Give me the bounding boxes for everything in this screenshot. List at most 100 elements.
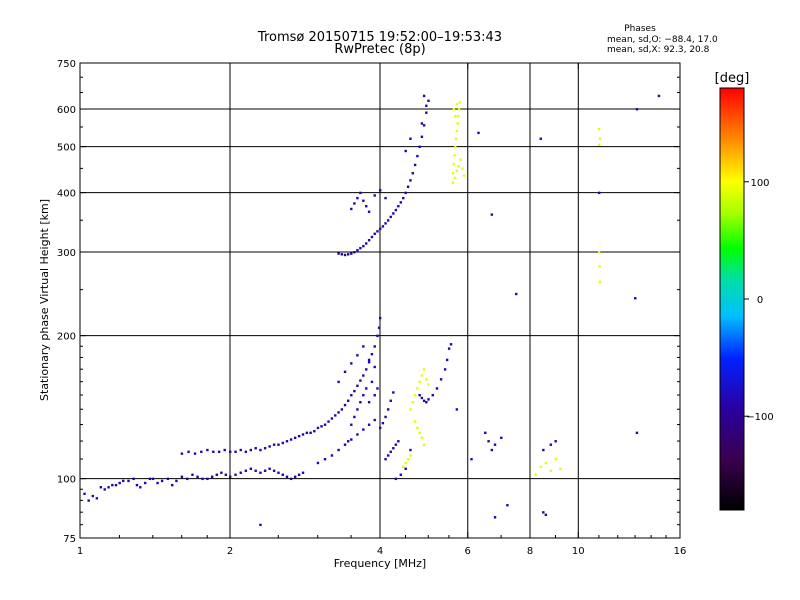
data-point-o (305, 431, 309, 435)
data-point-o (330, 454, 334, 457)
data-point-x (451, 181, 455, 185)
data-point-o (367, 210, 371, 213)
data-point-o (373, 345, 376, 348)
data-point-o (367, 423, 371, 426)
data-point-o (379, 316, 382, 320)
data-point-o (379, 426, 382, 430)
data-point-x (549, 469, 553, 472)
colorbar-ticks: 100 0 −100 (744, 178, 774, 423)
data-point-x (406, 457, 410, 461)
data-point-o (373, 232, 376, 236)
data-point-o (254, 469, 257, 472)
data-point-o (362, 345, 365, 348)
data-point-o (379, 189, 382, 192)
data-point-o (343, 370, 347, 374)
data-point-o (394, 477, 398, 481)
data-point-o (356, 196, 359, 200)
data-point-o (447, 347, 451, 350)
data-point-x (597, 143, 601, 146)
data-point-o (353, 251, 356, 254)
data-point-o (356, 433, 359, 436)
data-point-o (350, 207, 353, 211)
data-point-o (493, 443, 497, 446)
data-point-x (416, 426, 419, 430)
data-point-x (427, 383, 430, 386)
data-point-o (635, 431, 639, 435)
data-point-x (418, 380, 421, 384)
y-tick-label: 100 (57, 475, 76, 486)
data-point-o (95, 497, 99, 500)
data-point-o (320, 425, 323, 428)
data-point-x (559, 467, 562, 470)
data-point-o (343, 443, 347, 446)
data-point-o (272, 443, 276, 446)
data-point-o (337, 448, 340, 452)
data-point-x (409, 454, 412, 457)
data-point-o (111, 483, 114, 487)
data-point-x (452, 162, 455, 166)
data-point-o (122, 479, 125, 483)
data-point-x (459, 158, 462, 161)
data-point-x (411, 401, 414, 404)
data-point-x (402, 465, 405, 469)
data-point-o (404, 191, 407, 195)
data-point-o (359, 246, 362, 250)
data-point-o (234, 473, 237, 476)
data-point-o (420, 122, 424, 125)
data-point-o (362, 244, 365, 248)
data-point-o (367, 401, 371, 404)
data-point-x (455, 102, 459, 106)
data-point-o (254, 447, 257, 450)
data-point-o (422, 124, 426, 127)
data-point-o (376, 334, 379, 338)
data-point-o (330, 417, 334, 420)
data-point-o (309, 431, 312, 435)
data-point-o (337, 411, 340, 414)
data-point-o (394, 443, 398, 446)
data-point-o (139, 486, 142, 489)
data-point-x (425, 378, 428, 381)
data-point-o (118, 481, 121, 485)
data-point-o (484, 431, 487, 435)
data-point-o (500, 436, 503, 440)
data-point-o (340, 253, 344, 256)
data-point-o (418, 394, 421, 397)
data-point-o (367, 239, 371, 242)
data-point-o (171, 483, 174, 487)
data-point-o (160, 479, 164, 483)
data-point-o (406, 185, 410, 188)
data-point-o (381, 225, 385, 228)
data-point-x (454, 145, 457, 149)
data-point-o (224, 473, 228, 476)
data-point-o (409, 179, 412, 182)
data-point-o (470, 457, 473, 461)
data-point-o (420, 135, 424, 138)
data-point-o (263, 447, 267, 450)
data-point-x (454, 115, 457, 118)
data-point-o (399, 473, 403, 476)
data-point-o (201, 477, 204, 481)
data-point-o (411, 172, 414, 175)
data-point-o (386, 219, 390, 222)
data-point-o (359, 379, 362, 382)
data-point-o (143, 481, 147, 485)
data-point-o (244, 469, 248, 472)
data-point-o (156, 481, 159, 485)
y-tick-label: 400 (57, 189, 76, 200)
data-point-o (175, 479, 178, 483)
x-tick-label: 16 (674, 546, 687, 557)
data-point-o (392, 212, 395, 215)
data-point-o (365, 368, 368, 371)
data-point-o (389, 215, 392, 219)
data-point-o (301, 471, 305, 474)
data-point-o (180, 475, 184, 479)
data-point-o (657, 94, 661, 98)
data-point-o (340, 408, 344, 411)
data-point-o (249, 467, 253, 470)
data-point-x (461, 167, 464, 170)
data-point-o (449, 343, 453, 346)
data-point-o (490, 213, 494, 216)
x-tick-label: 4 (377, 546, 383, 557)
data-point-x (544, 461, 548, 465)
